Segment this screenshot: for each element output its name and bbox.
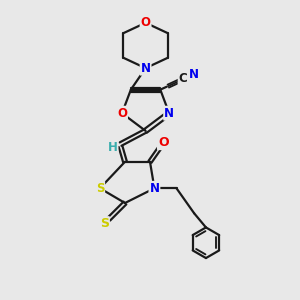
- Text: S: S: [96, 182, 104, 195]
- Text: C: C: [178, 72, 188, 85]
- Text: S: S: [100, 217, 109, 230]
- Text: O: O: [158, 136, 169, 149]
- Text: H: H: [108, 141, 118, 154]
- Text: N: N: [189, 68, 199, 81]
- Text: N: N: [149, 182, 159, 195]
- Text: O: O: [117, 107, 127, 120]
- Text: N: N: [141, 61, 151, 75]
- Text: N: N: [164, 107, 174, 120]
- Text: O: O: [141, 16, 151, 29]
